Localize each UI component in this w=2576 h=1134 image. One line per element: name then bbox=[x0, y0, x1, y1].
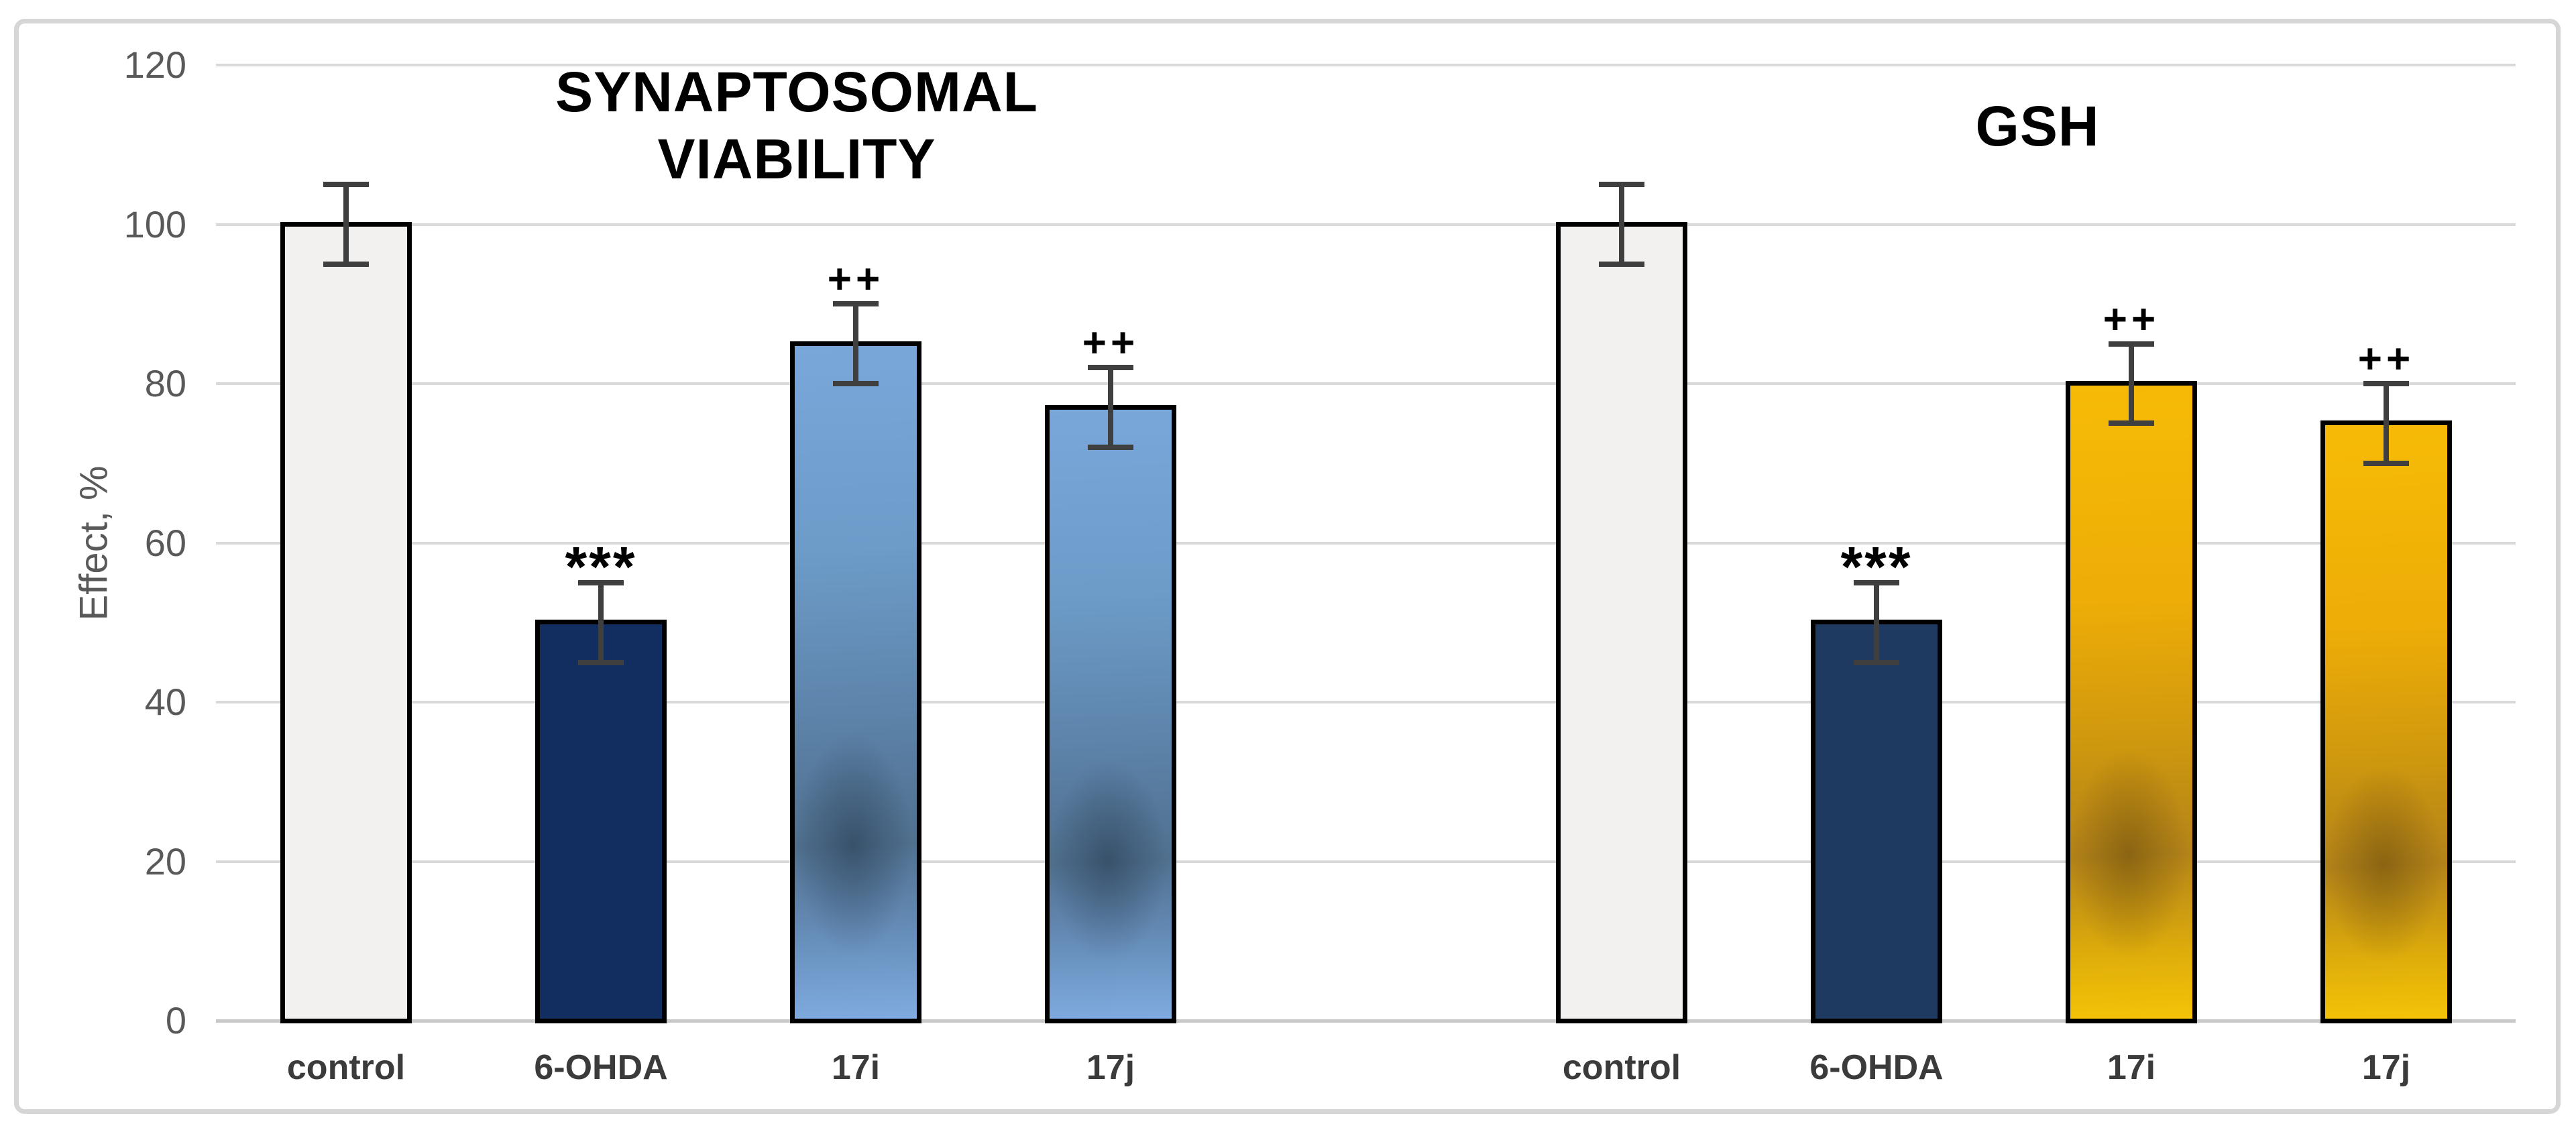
ytick-label-20: 20 bbox=[144, 840, 186, 883]
significance-marker-plus: ++ bbox=[827, 256, 885, 303]
xtick-label-6-OHDA: 6-OHDA bbox=[1809, 1048, 1944, 1087]
error-bar-cap-top bbox=[2363, 381, 2409, 386]
panel-title-line-2: VIABILITY bbox=[657, 127, 936, 190]
error-bar-cap-bottom bbox=[1854, 659, 1899, 665]
xtick-label-control: control bbox=[286, 1048, 406, 1087]
error-bar-cap-bottom bbox=[2363, 460, 2409, 466]
error-bar-cap-bottom bbox=[1599, 261, 1644, 267]
ytick-label-40: 40 bbox=[144, 681, 186, 723]
error-bar-cap-top bbox=[2109, 341, 2154, 347]
bar-gsh-17i bbox=[2066, 381, 2197, 1023]
error-bar-cap-bottom bbox=[1088, 445, 1133, 450]
error-bar-cap-bottom bbox=[578, 659, 624, 665]
error-bar-cap-top bbox=[1599, 182, 1644, 188]
error-bar-cap-bottom bbox=[2109, 420, 2154, 427]
error-bar-cap-top bbox=[1854, 579, 1899, 585]
xtick-label-17i: 17i bbox=[2107, 1048, 2156, 1087]
error-bar-line bbox=[2129, 343, 2134, 424]
significance-marker-stars: *** bbox=[1840, 534, 1913, 598]
error-bar-line bbox=[1619, 184, 1624, 264]
error-bar-line bbox=[1874, 582, 1879, 663]
error-bar-cap-bottom bbox=[833, 381, 879, 386]
error-bar-cap-top bbox=[833, 301, 879, 307]
bar-gsh-6-OHDA bbox=[1811, 620, 1942, 1023]
bar-gsh-17j bbox=[2320, 420, 2452, 1023]
panel-title-gsh: GSH bbox=[1736, 93, 2339, 160]
error-bar-cap-top bbox=[323, 182, 369, 188]
ytick-label-120: 120 bbox=[123, 44, 186, 86]
x-axis-line bbox=[216, 1019, 2516, 1023]
gridline-20 bbox=[216, 860, 2516, 863]
ytick-label-0: 0 bbox=[165, 999, 186, 1041]
ytick-label-80: 80 bbox=[144, 362, 186, 404]
xtick-label-17j: 17j bbox=[1086, 1048, 1135, 1087]
ytick-label-60: 60 bbox=[144, 521, 186, 564]
significance-marker-plus: ++ bbox=[2103, 296, 2160, 343]
error-bar-line bbox=[2384, 384, 2389, 463]
bar-viability-6-OHDA bbox=[535, 620, 667, 1023]
error-bar-cap-top bbox=[1088, 365, 1133, 371]
error-bar-cap-bottom bbox=[323, 261, 369, 267]
bar-viability-17j bbox=[1045, 404, 1176, 1023]
panel-title-synaptosomal-viability: SYNAPTOSOMAL VIABILITY bbox=[495, 58, 1099, 192]
gridline-60 bbox=[216, 541, 2516, 545]
gridline-100 bbox=[216, 223, 2516, 226]
xtick-label-control: control bbox=[1562, 1048, 1681, 1087]
significance-marker-stars: *** bbox=[565, 534, 637, 598]
xtick-label-17j: 17j bbox=[2361, 1048, 2411, 1087]
significance-marker-plus: ++ bbox=[2357, 336, 2415, 382]
gridline-40 bbox=[216, 701, 2516, 703]
gridline-80 bbox=[216, 382, 2516, 385]
xtick-label-17i: 17i bbox=[831, 1048, 881, 1087]
bar-gsh-control bbox=[1556, 221, 1687, 1023]
ytick-label-100: 100 bbox=[123, 203, 186, 245]
panel-title-line-1: GSH bbox=[1975, 95, 2100, 158]
error-bar-line bbox=[598, 582, 604, 663]
error-bar-cap-top bbox=[578, 579, 624, 585]
bar-viability-control bbox=[280, 221, 412, 1023]
error-bar-line bbox=[853, 304, 858, 384]
panel-title-line-1: SYNAPTOSOMAL bbox=[555, 60, 1038, 123]
error-bar-line bbox=[343, 184, 349, 264]
significance-marker-plus: ++ bbox=[1082, 320, 1139, 367]
xtick-label-6-OHDA: 6-OHDA bbox=[534, 1048, 668, 1087]
bar-viability-17i bbox=[790, 341, 921, 1023]
gridline-120 bbox=[216, 64, 2516, 66]
error-bar-line bbox=[1108, 367, 1113, 447]
